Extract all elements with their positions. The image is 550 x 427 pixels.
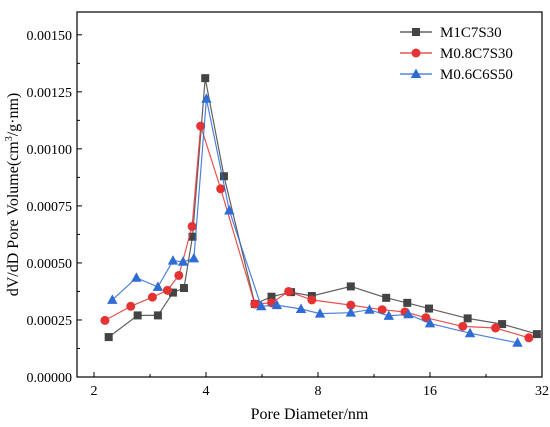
legend-marker (410, 68, 422, 78)
data-point (458, 321, 468, 331)
data-point (201, 93, 212, 103)
y-tick-label: 0.00100 (27, 143, 73, 158)
data-point (196, 121, 206, 131)
data-point (126, 301, 136, 311)
legend-label: M0.6C6S50 (440, 67, 513, 83)
data-point (346, 300, 356, 310)
legend-marker (411, 48, 421, 58)
x-tick-label: 8 (315, 384, 322, 399)
data-point (187, 221, 197, 231)
data-point (147, 292, 157, 302)
data-point (403, 308, 414, 319)
data-point (383, 310, 395, 320)
y-axis-label: dV/dD Pore Volume(cm3/g·nm) (4, 93, 22, 297)
legend-label: M1C7S30 (440, 25, 502, 41)
series-layer (100, 74, 541, 347)
data-point (345, 307, 357, 317)
data-point (216, 184, 226, 194)
data-point (403, 298, 412, 307)
y-tick-label: 0.00050 (27, 257, 73, 272)
legend-marker (412, 28, 420, 36)
data-point (512, 337, 523, 347)
data-point (104, 333, 113, 342)
data-point (224, 204, 235, 215)
x-tick-label: 32 (535, 384, 549, 399)
data-point (168, 288, 177, 297)
data-point (421, 313, 431, 323)
data-point (284, 286, 294, 296)
x-tick-label: 4 (203, 384, 210, 399)
y-axis-label-main: dV/dD Pore Volume(cm (5, 141, 22, 297)
y-tick-label: 0.00025 (27, 314, 73, 329)
data-point (377, 305, 387, 315)
series-line (111, 98, 518, 344)
data-point (382, 293, 391, 302)
series-M0.6C6S50 (107, 93, 523, 347)
data-point (250, 299, 260, 309)
data-point (153, 311, 162, 320)
y-tick-label: 0.00000 (27, 371, 73, 386)
series-M1C7S30 (104, 74, 541, 342)
series-line (104, 125, 530, 339)
y-axis: 0.00000 0.00025 0.00050 0.00075 0.00100 0.001… (27, 29, 82, 386)
data-point (295, 303, 307, 314)
data-point (131, 272, 142, 282)
y-tick-label: 0.00125 (27, 86, 73, 101)
plot-frame (76, 11, 543, 378)
y-tick-label: 0.00075 (27, 200, 73, 215)
data-point (524, 333, 534, 343)
data-point (188, 252, 200, 263)
x-axis-label: Pore Diameter/nm (251, 406, 369, 423)
data-point (188, 232, 197, 241)
data-point (162, 285, 172, 295)
data-point (107, 294, 118, 304)
data-point (201, 74, 210, 83)
series-M0.8C7S30 (100, 121, 534, 343)
data-point (152, 281, 164, 291)
data-point (424, 317, 436, 328)
data-point (267, 292, 276, 301)
x-tick-label: 2 (91, 384, 98, 399)
data-point (532, 330, 541, 339)
y-tick-label: 0.00150 (27, 29, 73, 44)
x-tick-label: 16 (423, 384, 437, 399)
data-point (174, 270, 184, 280)
data-point (133, 311, 142, 320)
data-point (424, 304, 433, 313)
data-point (346, 282, 355, 291)
y-axis-label-unit: /g·nm) (5, 93, 22, 137)
data-point (179, 284, 188, 293)
data-point (314, 308, 326, 318)
legend: M1C7S30 M0.8C7S30 M0.6C6S50 (400, 25, 513, 83)
data-point (100, 315, 110, 325)
data-point (364, 304, 375, 314)
data-point (219, 172, 228, 181)
data-point (177, 256, 189, 266)
data-point (271, 299, 283, 310)
data-point (498, 320, 507, 329)
data-point (307, 295, 317, 305)
y-axis-label-superscript: 3 (4, 136, 15, 141)
series-line (108, 78, 538, 338)
x-axis: 2 4 8 16 32 (91, 372, 549, 399)
data-point (464, 327, 476, 338)
data-point (256, 300, 267, 311)
data-point (491, 323, 501, 333)
data-point (463, 314, 472, 323)
legend-label: M0.8C7S30 (440, 46, 513, 62)
data-point (167, 255, 179, 265)
